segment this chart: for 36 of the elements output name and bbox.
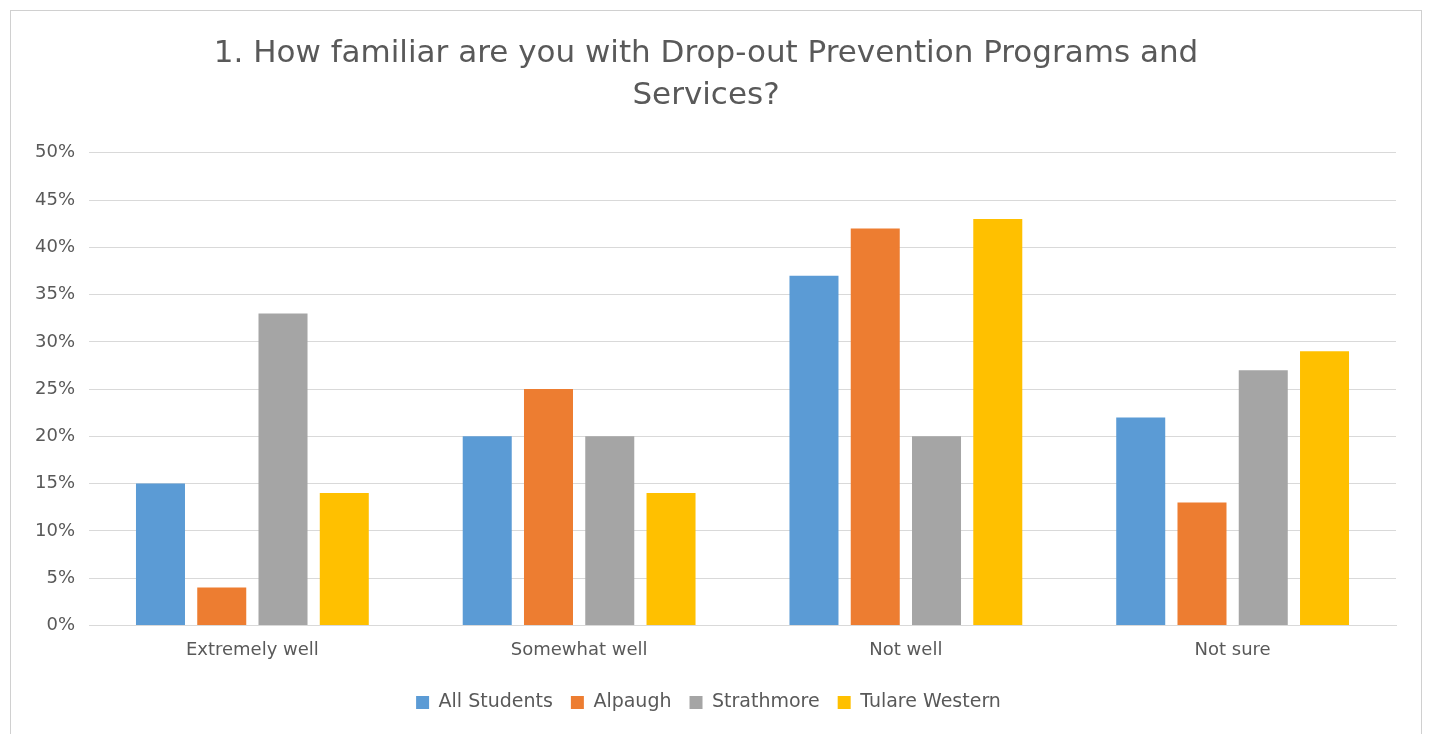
x-tick-label: Somewhat well	[510, 637, 648, 659]
legend-label: Alpaugh	[593, 689, 672, 712]
bar	[850, 228, 900, 625]
y-tick-label: 35%	[34, 282, 76, 304]
y-tick-label: 0%	[46, 613, 76, 635]
bar	[646, 493, 696, 625]
legend-label: Tulare Western	[859, 689, 1001, 712]
legend-label: All Students	[438, 689, 553, 712]
bar	[462, 436, 512, 625]
y-tick-label: 30%	[34, 329, 76, 351]
chart-title: 1. How familiar are you with Drop-out Prevention Programs and Services?	[212, 32, 1200, 113]
x-tick-label: Not sure	[1194, 637, 1271, 659]
bar	[1177, 502, 1227, 625]
bar	[1238, 370, 1288, 625]
x-tick-label: Not well	[869, 637, 943, 659]
bar	[258, 313, 308, 625]
bar	[1116, 417, 1166, 625]
bar	[585, 436, 635, 625]
y-tick-label: 45%	[34, 187, 76, 209]
y-tick-label: 20%	[34, 424, 76, 446]
y-tick-label: 5%	[46, 565, 76, 587]
legend-label: Strathmore	[712, 689, 820, 712]
bar	[135, 483, 185, 625]
y-tick-label: 15%	[34, 471, 76, 493]
y-tick-label: 25%	[34, 376, 76, 398]
bar	[1300, 351, 1350, 625]
bar	[523, 389, 573, 625]
y-tick-label: 40%	[34, 234, 76, 256]
x-tick-label: Extremely well	[185, 637, 319, 659]
y-tick-label: 10%	[34, 518, 76, 540]
y-tick-label: 50%	[34, 140, 76, 162]
bar	[973, 218, 1023, 625]
bar	[912, 436, 962, 625]
bar	[789, 275, 839, 625]
bar	[319, 493, 369, 625]
bar	[197, 587, 247, 625]
